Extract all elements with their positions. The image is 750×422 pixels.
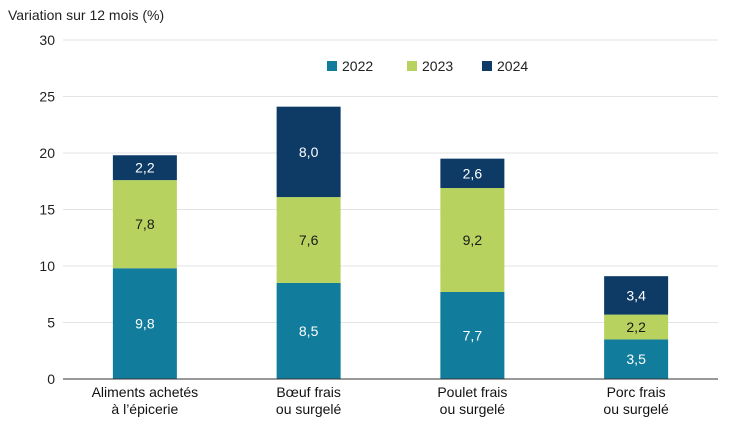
y-tick-label: 20 (39, 145, 55, 161)
bar-segment-2022 (276, 282, 341, 379)
data-label: 3,4 (626, 287, 646, 303)
y-tick-label: 30 (39, 32, 55, 48)
legend-swatch (407, 61, 417, 71)
bar-segment-2023 (604, 314, 669, 340)
data-label: 2,2 (135, 160, 155, 176)
bar-segment-2024 (112, 155, 177, 181)
y-axis-label: Variation sur 12 mois (%) (8, 7, 164, 23)
bars: 9,8 7,8 2,2 8,5 7,6 8,0 7,7 9,2 2,6 3,5 2,2 3,4 (112, 106, 669, 379)
bar-segment-2023 (276, 197, 341, 283)
data-label: 8,0 (299, 144, 319, 160)
category-label: ou surgelé (603, 401, 669, 417)
legend-label: 2023 (422, 58, 453, 74)
bar-stack: 3,5 2,2 3,4 (604, 276, 669, 379)
y-tick-label: 10 (39, 258, 55, 274)
legend-swatch (482, 61, 492, 71)
legend: 2022 2023 2024 (327, 58, 528, 74)
category-label: ou surgelé (440, 401, 506, 417)
bar-segment-2023 (112, 180, 177, 269)
data-label: 3,5 (626, 351, 646, 367)
y-axis-ticks: 0 5 10 15 20 25 30 (39, 32, 55, 387)
bar-segment-2022 (440, 291, 505, 379)
category-label: Aliments achetés (92, 384, 199, 400)
category-label: à l’épicerie (111, 401, 178, 417)
bar-segment-2024 (440, 158, 505, 189)
data-label: 8,5 (299, 323, 319, 339)
legend-label: 2024 (497, 58, 528, 74)
data-label: 9,2 (463, 232, 483, 248)
legend-label: 2022 (342, 58, 373, 74)
data-label: 7,6 (299, 232, 319, 248)
bar-segment-2022 (112, 268, 177, 379)
bar-segment-2023 (440, 188, 505, 292)
bar-segment-2024 (276, 106, 341, 198)
bar-stack: 9,8 7,8 2,2 (112, 155, 177, 379)
category-label: Porc frais (607, 384, 666, 400)
y-tick-label: 0 (47, 371, 55, 387)
legend-swatch (327, 61, 337, 71)
data-label: 7,7 (463, 327, 483, 343)
data-label: 7,8 (135, 216, 155, 232)
y-tick-label: 5 (47, 315, 55, 331)
category-label: ou surgelé (276, 401, 342, 417)
category-label: Bœuf frais (276, 384, 341, 400)
y-tick-label: 15 (39, 202, 55, 218)
data-label: 2,2 (626, 319, 646, 335)
category-label: Poulet frais (437, 384, 507, 400)
data-label: 2,6 (463, 165, 483, 181)
y-tick-label: 25 (39, 89, 55, 105)
bar-segment-2022 (604, 339, 669, 379)
bar-stack: 8,5 7,6 8,0 (276, 106, 341, 379)
bar-stack: 7,7 9,2 2,6 (440, 158, 505, 379)
bar-segment-2024 (604, 276, 669, 315)
data-label: 9,8 (135, 316, 155, 332)
